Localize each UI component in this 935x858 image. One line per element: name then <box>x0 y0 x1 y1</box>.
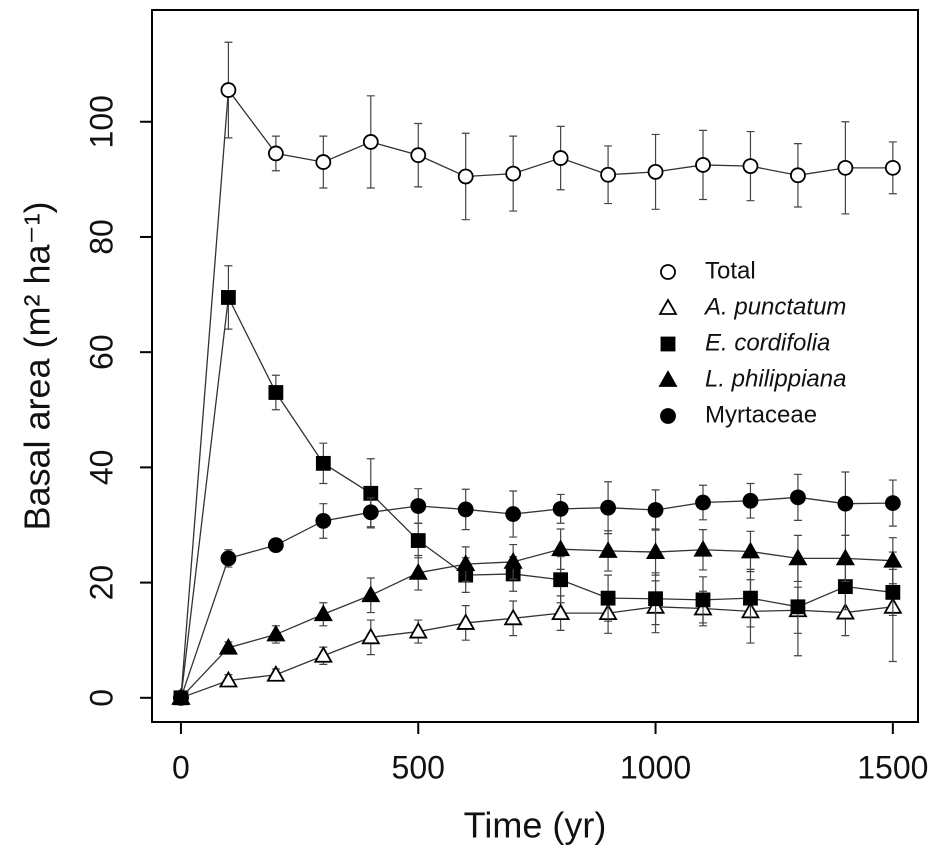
point <box>551 539 571 557</box>
y-tick-label: 40 <box>83 450 119 486</box>
point <box>410 533 426 548</box>
legend-label: A. punctatum <box>703 293 846 320</box>
point <box>267 145 284 162</box>
point <box>268 385 284 400</box>
point <box>267 537 284 554</box>
point <box>837 579 853 595</box>
point <box>503 608 523 626</box>
legend-label: L. philippiana <box>705 365 846 392</box>
point <box>884 495 901 512</box>
legend-label: Total <box>705 257 756 284</box>
y-tick-label: 0 <box>83 689 119 707</box>
x-tick-label: 1500 <box>857 749 928 785</box>
point <box>457 501 474 518</box>
point <box>693 539 713 557</box>
y-tick-label: 20 <box>83 565 119 601</box>
point <box>408 621 428 639</box>
point <box>742 492 759 509</box>
point <box>410 147 427 164</box>
series-line <box>180 548 893 699</box>
legend-marker <box>660 264 676 280</box>
point <box>647 502 664 518</box>
point <box>505 506 522 522</box>
plot-frame <box>151 9 919 723</box>
x-tick-label: 1000 <box>620 749 691 785</box>
y-tick-label: 80 <box>83 219 119 255</box>
point <box>552 150 569 166</box>
point <box>600 590 616 606</box>
point <box>885 584 901 600</box>
x-axis-label: Time (yr) <box>464 805 607 846</box>
point <box>503 552 523 569</box>
point <box>315 513 332 529</box>
point <box>600 499 616 516</box>
series-line <box>180 88 893 698</box>
series-line <box>180 496 893 699</box>
point <box>266 664 286 682</box>
point <box>313 604 333 622</box>
point <box>408 562 428 580</box>
point <box>220 550 237 567</box>
point <box>790 599 806 615</box>
point <box>456 613 476 630</box>
point <box>410 498 427 514</box>
point <box>266 624 286 642</box>
point <box>505 165 522 182</box>
legend-marker <box>660 336 676 352</box>
point <box>743 590 758 606</box>
point <box>695 157 711 173</box>
point <box>695 494 711 511</box>
y-axis-label: Basal area (m² ha⁻¹) <box>17 201 58 530</box>
legend-label: E. cordifolia <box>705 329 830 356</box>
point <box>315 455 331 471</box>
point <box>220 82 237 98</box>
series-line <box>180 606 893 699</box>
y-tick-label: 100 <box>83 95 119 148</box>
point <box>788 548 808 566</box>
point <box>883 550 903 568</box>
point <box>552 500 569 517</box>
point <box>361 627 381 645</box>
point <box>648 591 663 607</box>
point <box>553 572 569 588</box>
point <box>790 489 806 506</box>
point <box>457 168 474 185</box>
point <box>884 159 901 176</box>
point <box>361 585 381 603</box>
y-tick-label: 60 <box>83 334 119 370</box>
x-tick-label: 500 <box>392 749 445 785</box>
legend-label: Myrtaceae <box>705 401 817 428</box>
point <box>837 495 854 512</box>
point <box>740 541 761 559</box>
point <box>837 159 854 176</box>
point <box>600 166 616 183</box>
point <box>790 167 806 184</box>
point <box>173 689 189 706</box>
point <box>645 542 666 559</box>
legend-marker <box>658 298 678 315</box>
point <box>362 134 379 150</box>
point <box>598 541 618 558</box>
point <box>221 290 236 305</box>
point <box>835 548 855 566</box>
point <box>551 603 571 621</box>
point <box>742 158 759 175</box>
point <box>362 504 379 521</box>
legend-marker <box>658 370 678 387</box>
series-line <box>180 295 893 698</box>
point <box>315 154 332 170</box>
point <box>218 637 238 655</box>
point <box>695 592 711 608</box>
point <box>313 645 333 663</box>
point <box>456 554 476 572</box>
x-tick-label: 0 <box>172 749 190 785</box>
point <box>647 163 664 180</box>
point <box>835 602 855 620</box>
legend-marker <box>660 408 676 424</box>
point <box>218 670 238 688</box>
